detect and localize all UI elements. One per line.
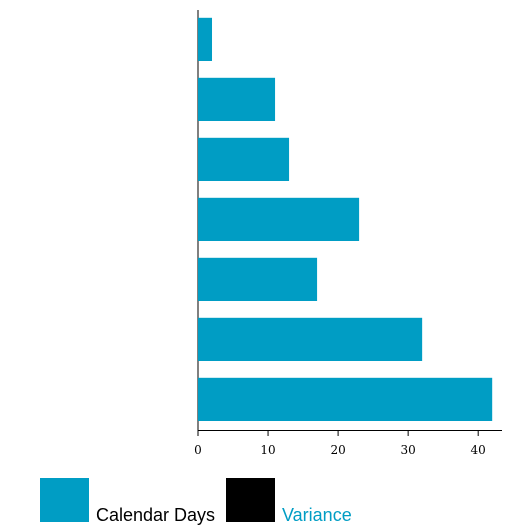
bar — [198, 257, 318, 301]
x-tick-label: 10 — [260, 443, 275, 457]
bar — [198, 17, 213, 61]
x-tick-label: 40 — [471, 443, 486, 457]
bar — [198, 197, 360, 241]
bar — [198, 77, 276, 121]
bar — [198, 317, 423, 361]
legend-swatch — [226, 478, 275, 522]
x-tick-label: 0 — [194, 443, 202, 457]
legend-swatch — [40, 478, 89, 522]
bar — [198, 137, 290, 181]
legend-label: Variance — [282, 505, 352, 525]
x-tick-label: 20 — [330, 443, 345, 457]
x-tick-label: 30 — [400, 443, 415, 457]
legend-label: Calendar Days — [96, 505, 215, 525]
bar — [198, 377, 493, 421]
